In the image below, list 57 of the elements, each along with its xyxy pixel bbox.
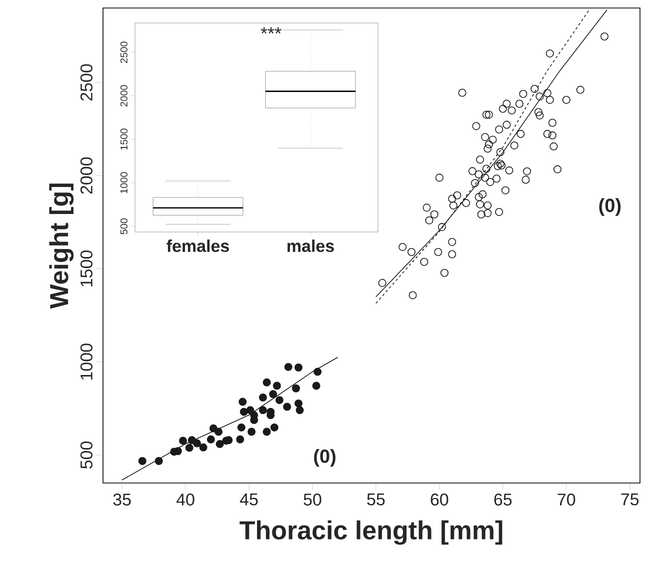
- y-tick-label: 500: [80, 442, 92, 469]
- x-tick-label: 70: [558, 494, 576, 506]
- x-tick-label: 60: [430, 494, 448, 506]
- line-series: [122, 356, 338, 480]
- annotation: (0): [314, 448, 336, 467]
- point: [240, 408, 248, 416]
- x-tick-label: males: [288, 240, 334, 252]
- point: [258, 406, 267, 414]
- point: [296, 406, 304, 414]
- point: [283, 402, 292, 411]
- x-tick-label: 40: [176, 494, 194, 506]
- x-tick-label: 65: [494, 494, 512, 506]
- point: [314, 368, 322, 376]
- point: [275, 396, 284, 404]
- y-tick-label: 1500: [120, 128, 128, 150]
- point: [214, 428, 223, 436]
- x-tick-label: 75: [621, 494, 639, 506]
- point: [272, 382, 281, 390]
- point: [270, 423, 278, 432]
- point: [199, 443, 208, 452]
- point: [216, 440, 224, 448]
- point: [294, 364, 303, 372]
- annotation: (0): [599, 198, 621, 216]
- y-tick-label: 2500: [80, 64, 92, 101]
- point: [262, 428, 271, 436]
- y-tick-label: 500: [120, 218, 128, 234]
- point: [284, 362, 292, 371]
- x-tick-label: 55: [367, 494, 385, 506]
- y-tick-label: 1000: [80, 344, 92, 380]
- point: [185, 444, 194, 452]
- point: [138, 457, 146, 466]
- point: [292, 384, 300, 392]
- x-tick-label: females: [166, 240, 229, 252]
- point: [238, 398, 247, 406]
- y-tick-label: 2000: [120, 85, 128, 106]
- point: [258, 393, 267, 402]
- point: [269, 390, 278, 398]
- point: [192, 439, 201, 448]
- point: [248, 428, 256, 436]
- point: [262, 378, 271, 386]
- y-axis-title: Weight [g]: [49, 184, 74, 309]
- x-axis-title: Thoracic length [mm]: [240, 520, 502, 545]
- y-tick-label: 2500: [120, 42, 128, 63]
- point: [178, 436, 187, 445]
- x-tick-label: 50: [304, 494, 322, 506]
- x-tick-label: 35: [113, 494, 131, 506]
- point: [294, 399, 303, 408]
- annotation: ***: [260, 27, 282, 34]
- y-tick-label: 2000: [80, 157, 92, 194]
- x-tick-label: 45: [240, 494, 258, 506]
- y-tick-label: 1000: [120, 172, 128, 194]
- point: [236, 435, 244, 444]
- point: [312, 382, 320, 390]
- point: [154, 457, 163, 466]
- point: [237, 423, 246, 432]
- y-tick-label: 1500: [80, 250, 92, 286]
- point: [206, 435, 215, 444]
